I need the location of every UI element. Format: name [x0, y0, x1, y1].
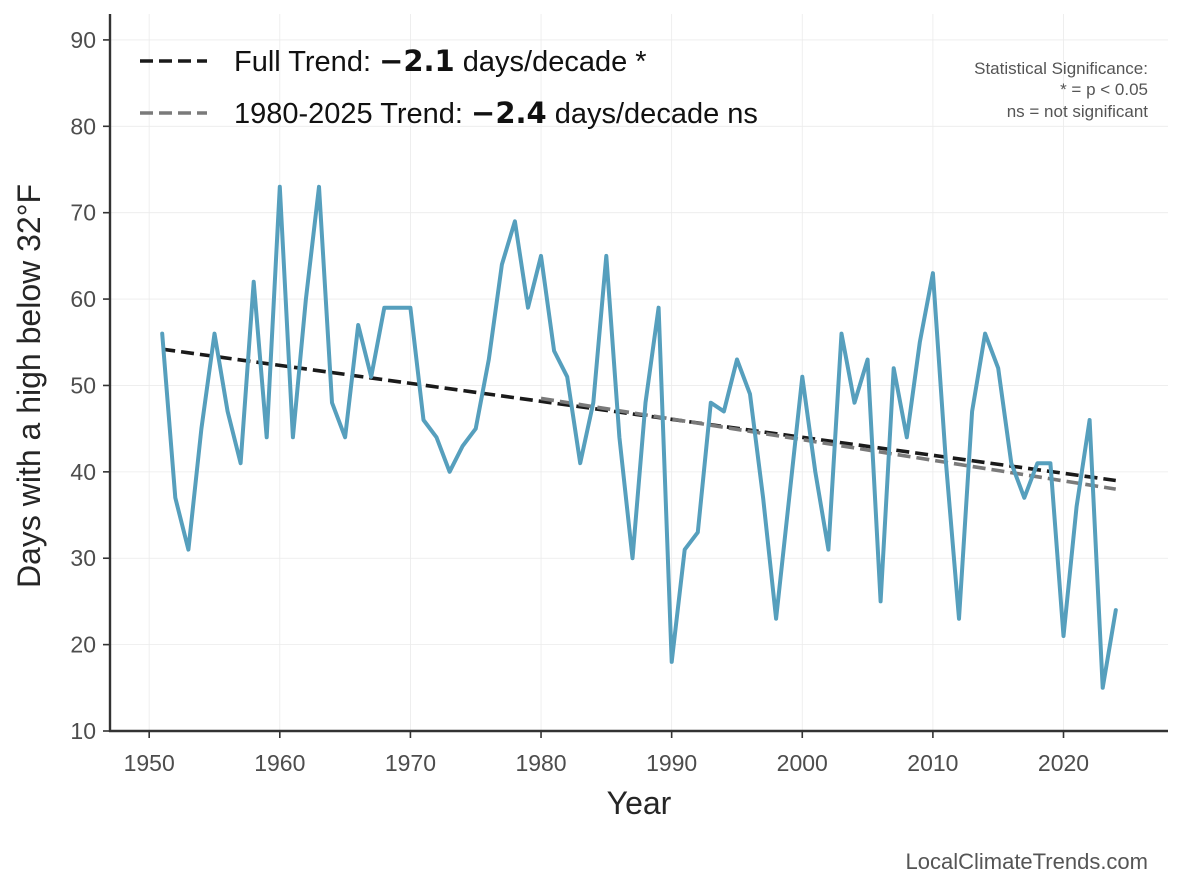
legend-unit-text: days/decade ns	[547, 98, 758, 130]
x-tick-label: 2000	[777, 750, 828, 776]
y-tick-label: 30	[70, 545, 96, 571]
axes	[108, 14, 1168, 733]
credit-text: LocalClimateTrends.com	[906, 849, 1149, 874]
legend-label-text: 1980-2025 Trend:	[234, 98, 471, 130]
x-tick-label: 1970	[385, 750, 436, 776]
data-series-line	[160, 184, 1118, 690]
legend-label: 1980-2025 Trend: −2.4 days/decade ns	[234, 96, 758, 130]
legend-slope-value: −2.4	[471, 96, 547, 130]
y-tick-label: 80	[70, 113, 96, 139]
y-tick-label: 20	[70, 632, 96, 658]
x-axis-ticks: 1950 1960 1970 1980 1990 2000 2010 2020	[124, 731, 1089, 776]
significance-note-line: ns = not significant	[1007, 102, 1149, 121]
y-axis-ticks: 10 20 30 40 50 60 70 80 90	[70, 27, 110, 744]
y-tick-label: 70	[70, 200, 96, 226]
legend-label-text: Full Trend:	[234, 46, 379, 78]
y-tick-label: 90	[70, 27, 96, 53]
y-tick-label: 40	[70, 459, 96, 485]
x-tick-label: 2010	[907, 750, 958, 776]
x-tick-label: 1960	[254, 750, 305, 776]
legend-unit-text: days/decade *	[455, 46, 647, 78]
x-tick-label: 1950	[124, 750, 175, 776]
significance-note-line: Statistical Significance:	[974, 59, 1148, 78]
recent-trend-line	[540, 396, 1117, 491]
x-tick-label: 1990	[646, 750, 697, 776]
y-tick-label: 50	[70, 372, 96, 398]
x-tick-label: 1980	[515, 750, 566, 776]
x-axis-title: Year	[607, 785, 672, 821]
legend-slope-value: −2.1	[379, 44, 455, 78]
trend-lines	[162, 347, 1117, 491]
grid	[110, 14, 1168, 732]
significance-note-line: * = p < 0.05	[1060, 80, 1148, 99]
x-tick-label: 2020	[1038, 750, 1089, 776]
significance-note: Statistical Significance: * = p < 0.05 n…	[974, 59, 1148, 121]
y-axis-title: Days with a high below 32°F	[11, 184, 47, 588]
series	[160, 184, 1118, 690]
legend-label: Full Trend: −2.1 days/decade *	[234, 44, 647, 78]
y-tick-label: 10	[70, 718, 96, 744]
legend: Full Trend: −2.1 days/decade * 1980-2025 …	[140, 44, 758, 130]
y-tick-label: 60	[70, 286, 96, 312]
